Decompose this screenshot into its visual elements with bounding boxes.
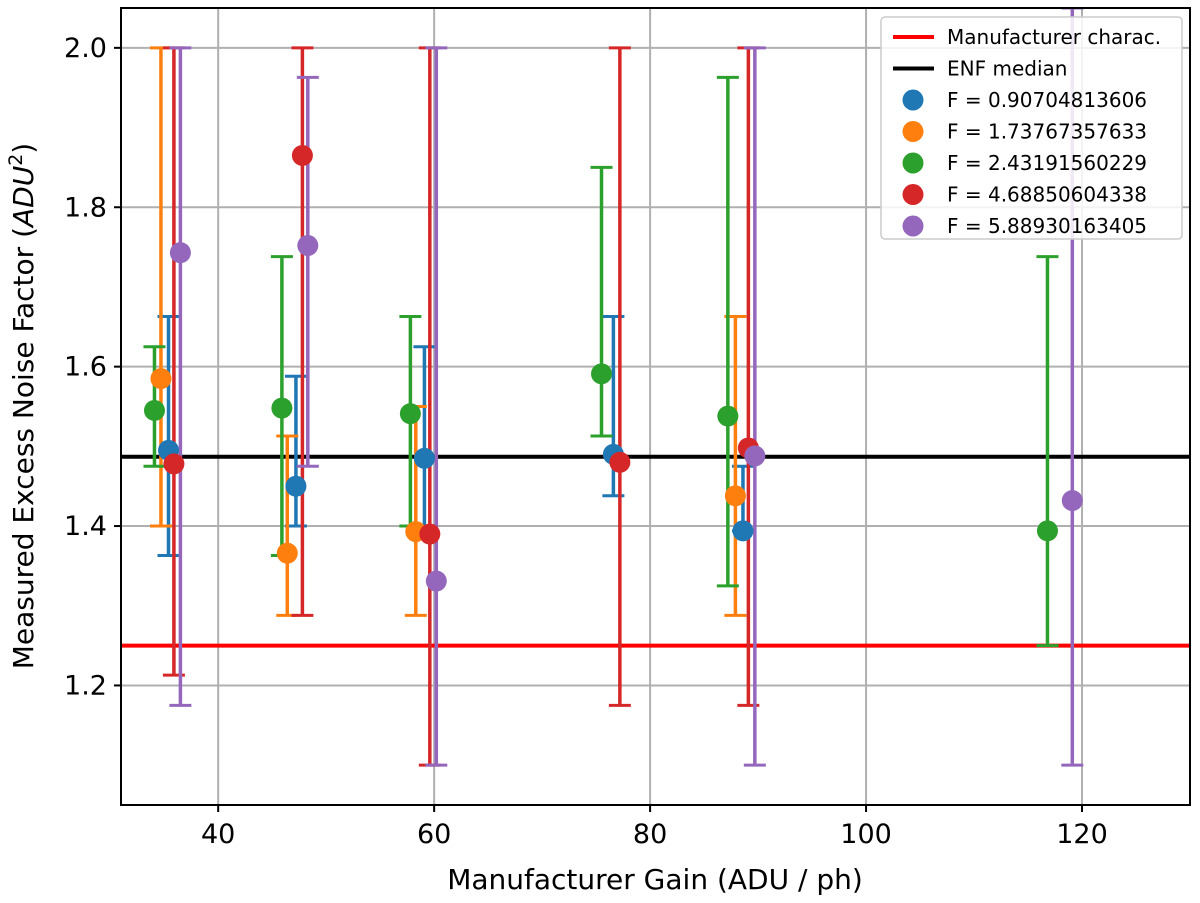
data-point xyxy=(591,363,613,385)
y-axis-ticks: 1.2 1.4 1.6 1.8 2.0 xyxy=(64,33,121,701)
data-point xyxy=(732,520,754,542)
x-axis-ticks: 40 60 80 100 120 xyxy=(201,805,1108,850)
legend-label: Manufacturer charac. xyxy=(947,25,1161,49)
legend-label: F = 5.88930163405 xyxy=(947,214,1147,238)
data-point xyxy=(150,368,172,390)
data-point xyxy=(163,453,185,475)
data-point xyxy=(143,399,165,421)
x-tick-label: 120 xyxy=(1056,819,1108,850)
legend-label: F = 0.90704813606 xyxy=(947,88,1147,112)
y-tick-label: 1.4 xyxy=(64,511,107,542)
data-point xyxy=(169,242,191,264)
data-point xyxy=(609,451,631,473)
data-point xyxy=(717,405,739,427)
legend-label: ENF median xyxy=(947,57,1067,81)
data-point xyxy=(1061,490,1083,512)
legend-box xyxy=(880,16,1183,240)
legend-label: F = 4.68850604338 xyxy=(947,183,1147,207)
x-tick-label: 40 xyxy=(201,819,235,850)
data-point xyxy=(399,403,421,425)
y-tick-label: 1.2 xyxy=(64,670,107,701)
reference-lines xyxy=(121,454,1190,648)
legend-items: Manufacturer charac. ENF median F = 0.9070… xyxy=(893,25,1161,238)
data-point xyxy=(271,397,293,419)
data-point xyxy=(744,445,766,467)
y-axis-label: Measured Excess Noise Factor (ADU2) xyxy=(5,143,40,670)
y-tick-label: 1.8 xyxy=(64,192,107,223)
legend-marker xyxy=(902,152,924,174)
legend-marker xyxy=(902,215,924,237)
data-point xyxy=(276,542,298,564)
data-point xyxy=(425,570,447,592)
legend: Manufacturer charac. ENF median F = 0.9070… xyxy=(880,16,1183,240)
legend-label: F = 2.43191560229 xyxy=(947,151,1147,175)
data-point xyxy=(1036,520,1058,542)
data-point xyxy=(285,475,307,497)
legend-label: F = 1.73767357633 xyxy=(947,120,1147,144)
y-tick-label: 2.0 xyxy=(64,33,107,64)
legend-marker xyxy=(902,121,924,142)
x-tick-label: 100 xyxy=(840,819,892,850)
x-tick-label: 60 xyxy=(417,819,451,850)
data-points xyxy=(143,144,1083,592)
legend-marker xyxy=(902,89,924,111)
plot-frame xyxy=(120,7,1191,806)
data-point xyxy=(413,447,435,469)
data-point xyxy=(291,144,313,166)
y-tick-label: 1.6 xyxy=(64,352,107,383)
data-point xyxy=(724,485,746,507)
data-point xyxy=(419,523,441,545)
legend-marker xyxy=(902,184,924,205)
data-point xyxy=(297,235,319,257)
x-axis-label: Manufacturer Gain (ADU / ph) xyxy=(447,863,863,896)
x-tick-label: 80 xyxy=(633,819,667,850)
